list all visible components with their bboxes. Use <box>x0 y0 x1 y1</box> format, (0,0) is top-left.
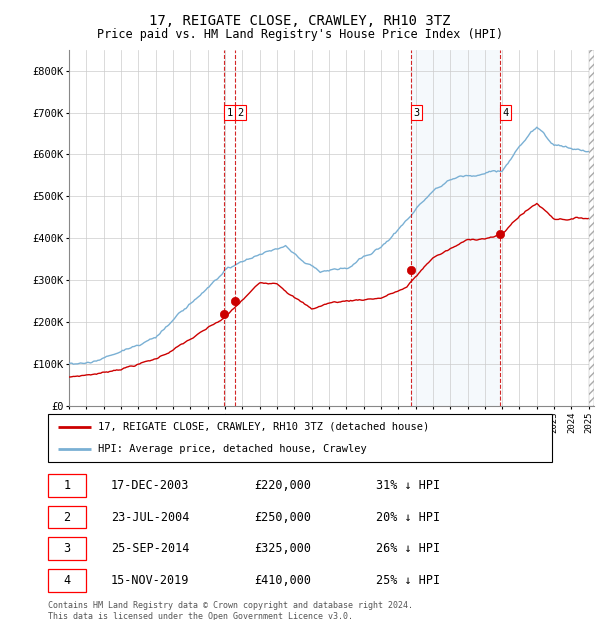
Text: 17-DEC-2003: 17-DEC-2003 <box>111 479 190 492</box>
Text: 1: 1 <box>227 107 233 118</box>
Text: 25-SEP-2014: 25-SEP-2014 <box>111 542 190 556</box>
Text: 3: 3 <box>64 542 70 556</box>
Text: 3: 3 <box>413 107 420 118</box>
Text: 31% ↓ HPI: 31% ↓ HPI <box>376 479 440 492</box>
FancyBboxPatch shape <box>48 414 552 462</box>
FancyBboxPatch shape <box>48 538 86 560</box>
Text: Price paid vs. HM Land Registry's House Price Index (HPI): Price paid vs. HM Land Registry's House … <box>97 28 503 41</box>
Text: Contains HM Land Registry data © Crown copyright and database right 2024.
This d: Contains HM Land Registry data © Crown c… <box>48 601 413 620</box>
Text: 23-JUL-2004: 23-JUL-2004 <box>111 510 190 523</box>
Text: £325,000: £325,000 <box>254 542 311 556</box>
Text: 4: 4 <box>503 107 509 118</box>
FancyBboxPatch shape <box>48 569 86 592</box>
Text: £220,000: £220,000 <box>254 479 311 492</box>
Text: 20% ↓ HPI: 20% ↓ HPI <box>376 510 440 523</box>
Text: 4: 4 <box>64 574 70 587</box>
Bar <box>411 50 500 406</box>
Text: 25% ↓ HPI: 25% ↓ HPI <box>376 574 440 587</box>
Text: HPI: Average price, detached house, Crawley: HPI: Average price, detached house, Craw… <box>98 444 367 454</box>
Text: 1: 1 <box>64 479 70 492</box>
Text: 26% ↓ HPI: 26% ↓ HPI <box>376 542 440 556</box>
Text: 15-NOV-2019: 15-NOV-2019 <box>111 574 190 587</box>
FancyBboxPatch shape <box>48 474 86 497</box>
Text: 2: 2 <box>64 510 70 523</box>
FancyBboxPatch shape <box>48 505 86 528</box>
Text: 2: 2 <box>237 107 244 118</box>
Text: 17, REIGATE CLOSE, CRAWLEY, RH10 3TZ (detached house): 17, REIGATE CLOSE, CRAWLEY, RH10 3TZ (de… <box>98 422 430 432</box>
Text: 17, REIGATE CLOSE, CRAWLEY, RH10 3TZ: 17, REIGATE CLOSE, CRAWLEY, RH10 3TZ <box>149 14 451 28</box>
Text: £250,000: £250,000 <box>254 510 311 523</box>
Text: £410,000: £410,000 <box>254 574 311 587</box>
